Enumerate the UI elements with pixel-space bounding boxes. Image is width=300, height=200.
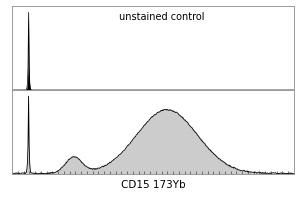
Text: unstained control: unstained control xyxy=(119,12,205,22)
X-axis label: CD15 173Yb: CD15 173Yb xyxy=(121,180,185,190)
